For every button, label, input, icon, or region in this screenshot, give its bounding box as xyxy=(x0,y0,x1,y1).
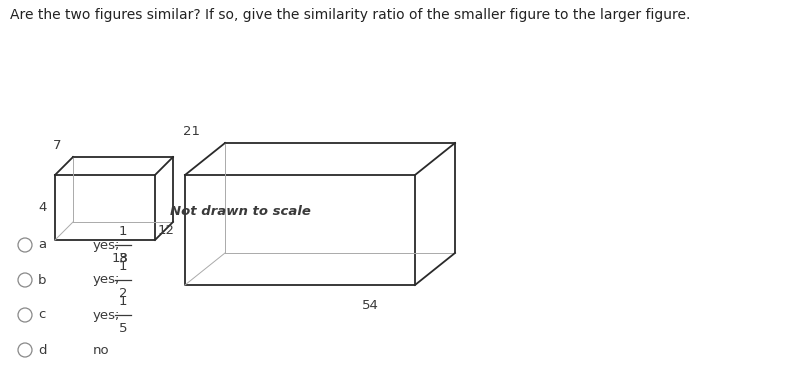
Text: Are the two figures similar? If so, give the similarity ratio of the smaller fig: Are the two figures similar? If so, give… xyxy=(10,8,690,22)
Text: yes;: yes; xyxy=(93,308,121,321)
Text: no: no xyxy=(93,344,109,356)
Text: yes;: yes; xyxy=(93,238,121,252)
Text: 21: 21 xyxy=(183,125,200,138)
Text: 1: 1 xyxy=(119,295,127,308)
Text: a: a xyxy=(38,238,46,252)
Text: 4: 4 xyxy=(38,201,47,214)
Text: 7: 7 xyxy=(53,139,62,152)
Text: 1: 1 xyxy=(119,260,127,273)
Text: d: d xyxy=(38,344,46,356)
Text: 3: 3 xyxy=(119,252,127,265)
Text: 5: 5 xyxy=(119,322,127,335)
Text: 2: 2 xyxy=(119,287,127,300)
Text: b: b xyxy=(38,273,46,286)
Text: 1: 1 xyxy=(119,225,127,238)
Text: Not drawn to scale: Not drawn to scale xyxy=(169,205,311,218)
Text: c: c xyxy=(38,308,46,321)
Text: yes;: yes; xyxy=(93,273,121,286)
Text: 12: 12 xyxy=(158,223,175,237)
Text: 18: 18 xyxy=(112,252,129,265)
Text: 54: 54 xyxy=(362,299,379,312)
